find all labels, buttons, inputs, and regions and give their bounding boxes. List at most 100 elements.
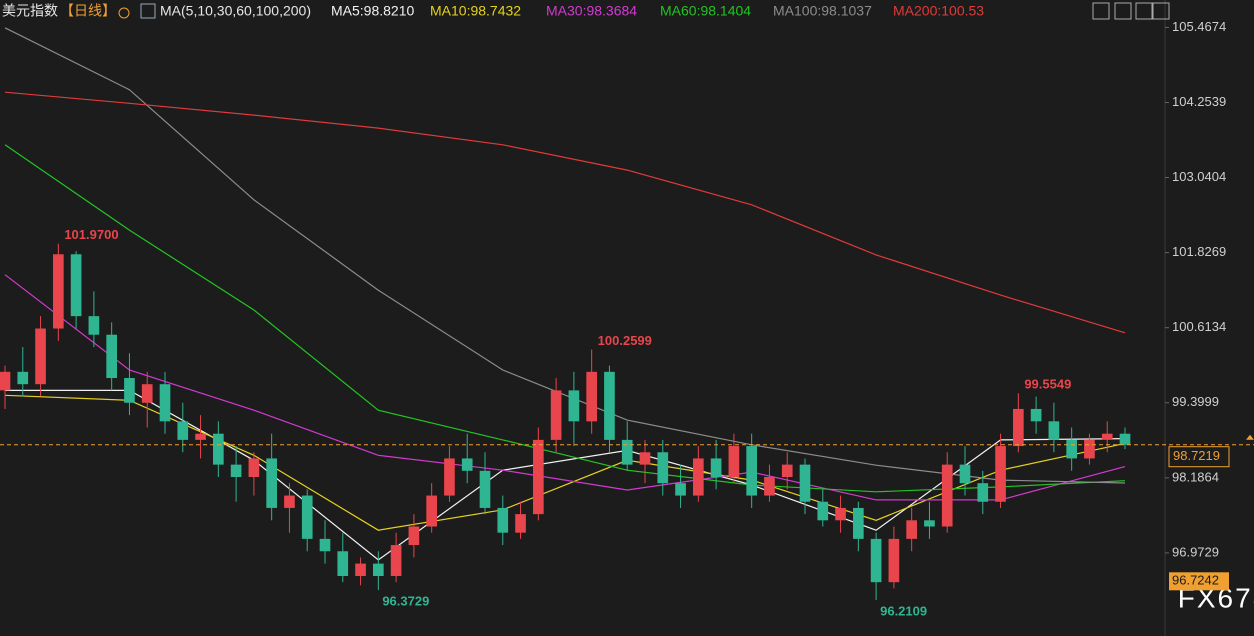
- candle-body: [657, 452, 669, 484]
- candle-body: [35, 328, 46, 385]
- y-tick-label: 98.1864: [1172, 469, 1219, 484]
- candle-body: [941, 464, 953, 527]
- candle-body: [1084, 439, 1095, 459]
- candle-body: [213, 433, 224, 465]
- candle-body: [604, 371, 615, 440]
- candle-body: [426, 495, 437, 527]
- candle-body: [390, 545, 402, 576]
- indicator-icon[interactable]: [140, 3, 156, 19]
- candle-body: [88, 316, 100, 335]
- candle-body: [479, 470, 491, 508]
- candle-body: [959, 464, 971, 484]
- legend-entry: MA30:98.3684: [546, 3, 637, 19]
- toolbar[interactable]: [1092, 2, 1170, 20]
- legend-entry: MA10:98.7432: [430, 3, 521, 19]
- y-tick-label: 96.9729: [1172, 544, 1219, 559]
- legend-entry: MA100:98.1037: [773, 3, 872, 19]
- candle-body: [568, 390, 580, 422]
- y-tick-label: 104.2539: [1172, 94, 1226, 109]
- candle-body: [301, 495, 313, 539]
- candle-body: [639, 452, 651, 465]
- tool-button[interactable]: [1152, 2, 1170, 20]
- low-label: 96.2109: [880, 603, 927, 618]
- y-tick-label: 105.4674: [1172, 19, 1226, 34]
- candle-body: [230, 464, 242, 477]
- candle-body: [266, 458, 277, 508]
- candle-body: [621, 439, 633, 465]
- candle-body: [373, 563, 384, 576]
- candle-body: [1048, 421, 1060, 440]
- last-price-tag: [1168, 446, 1230, 468]
- candle-body: [1030, 408, 1042, 422]
- candle-body: [817, 501, 829, 521]
- high-label: 100.2599: [598, 333, 652, 348]
- candle-body: [319, 538, 331, 552]
- price-arrow: [1246, 434, 1254, 440]
- candle-body: [781, 464, 793, 477]
- low-label: 96.3729: [382, 593, 429, 608]
- candle-body: [924, 520, 935, 527]
- title: 美元指数: [2, 3, 58, 19]
- candle-body: [870, 538, 882, 583]
- high-label: 101.9700: [64, 227, 118, 242]
- period: 【日线】: [60, 3, 116, 19]
- candle-body: [586, 371, 597, 422]
- indicator: MA(5,10,30,60,100,200): [160, 3, 311, 19]
- candle-body: [1119, 433, 1131, 445]
- ma-line: [4, 274, 1126, 501]
- candle-body: [159, 384, 171, 422]
- candle-body: [17, 371, 29, 385]
- candle-body: [728, 446, 740, 477]
- candle-body: [355, 563, 366, 576]
- candle-body: [675, 483, 686, 496]
- y-tick-label: 101.8269: [1172, 244, 1226, 259]
- candle-body: [799, 464, 811, 502]
- tool-button[interactable]: [1114, 2, 1132, 20]
- marker-price-label: 96.7242: [1172, 573, 1219, 588]
- add-icon[interactable]: [118, 7, 130, 19]
- candle-body: [177, 421, 189, 440]
- candle-body: [461, 458, 473, 471]
- candle-body: [1066, 439, 1077, 459]
- legend-entry: MA200:100.53: [893, 3, 984, 19]
- ma-line: [5, 389, 1126, 561]
- candle-body: [337, 551, 349, 576]
- candle-body: [53, 254, 64, 329]
- candle-body: [977, 483, 989, 502]
- ma-line: [4, 144, 1126, 493]
- candle-body: [533, 439, 544, 515]
- legend-entry: MA60:98.1404: [660, 3, 751, 19]
- y-tick-label: 100.6134: [1172, 319, 1226, 334]
- candle-body: [995, 446, 1006, 502]
- tool-button[interactable]: [1092, 2, 1110, 20]
- candle-body: [888, 538, 900, 583]
- last-price-label: 98.7219: [1173, 448, 1220, 463]
- candle-body: [764, 477, 775, 496]
- y-tick-label: 103.0404: [1172, 169, 1226, 184]
- candle-body: [515, 514, 526, 533]
- candle-body: [248, 458, 260, 477]
- candle-body: [141, 384, 153, 403]
- candle-body: [195, 433, 206, 440]
- candle-body: [1101, 433, 1113, 440]
- candle-body: [284, 495, 295, 508]
- candle-body: [853, 507, 864, 539]
- candle-body: [70, 254, 82, 317]
- candle-body: [693, 458, 704, 496]
- tool-button[interactable]: [1135, 2, 1153, 20]
- ma-line: [4, 27, 1126, 484]
- y-tick-label: 99.3999: [1172, 394, 1219, 409]
- candle-body: [1013, 408, 1024, 447]
- ma-line: [4, 91, 1126, 334]
- high-label: 99.5549: [1024, 377, 1071, 392]
- candle-body: [710, 458, 722, 477]
- candle-body: [0, 371, 11, 391]
- candle-body: [746, 446, 757, 496]
- candle-body: [106, 334, 117, 379]
- candle-body: [124, 378, 135, 403]
- marker-price-tag: [1169, 572, 1229, 591]
- candle-body: [906, 520, 917, 539]
- candle-body: [444, 458, 455, 496]
